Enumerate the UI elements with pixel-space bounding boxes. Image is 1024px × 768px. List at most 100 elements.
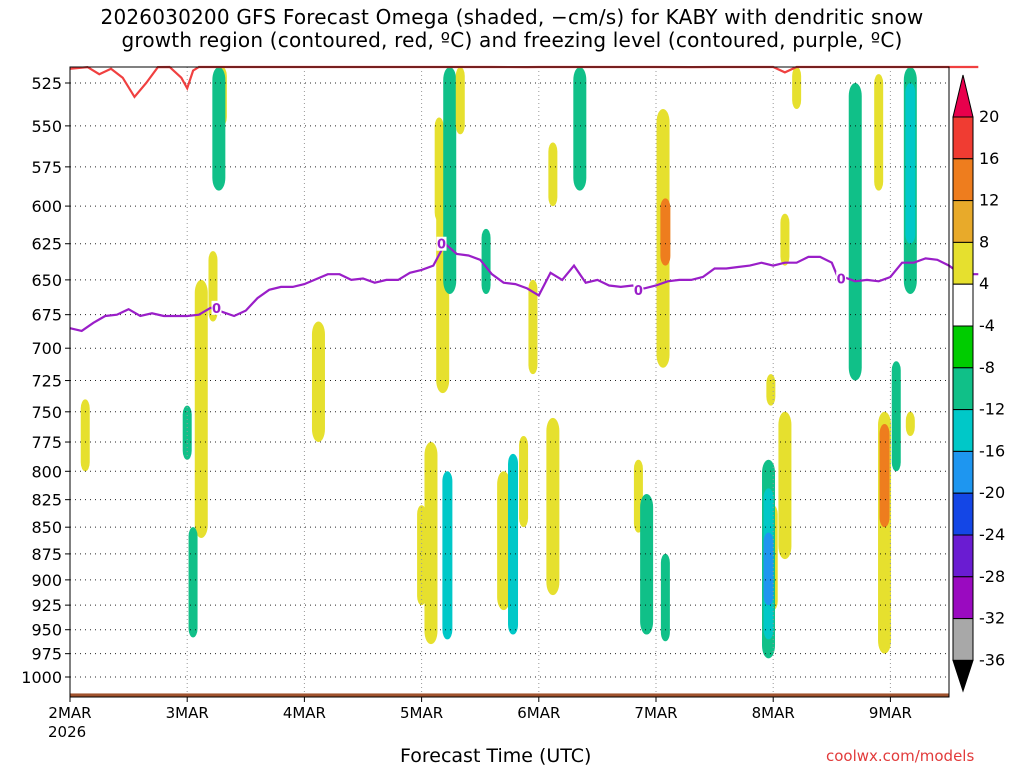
omega-region-29: [766, 374, 776, 406]
x-tick-label-2: 4MAR: [283, 704, 326, 722]
colorbar-label-3: 8: [979, 232, 989, 251]
colorbar-label-7: -12: [979, 400, 1005, 419]
omega-region-7: [311, 321, 325, 443]
source-credit: coolwx.com/models: [826, 747, 975, 765]
colorbar-band-11: [952, 576, 974, 620]
y-tick-label-12: 825: [31, 491, 62, 510]
omega-region-6: [188, 527, 198, 638]
omega-region-9: [424, 442, 438, 645]
colorbar-band-0: [952, 116, 974, 160]
omega-region-30: [778, 411, 792, 560]
colorbar-band-3: [952, 241, 974, 285]
omega-region-34: [780, 213, 790, 266]
y-tick-label-13: 850: [31, 518, 62, 537]
colorbar: 20 16 12 8 4 -4 -8 -12 -16 -20 -24 -28 -32 -36: [952, 74, 1005, 693]
colorbar-label-2: 12: [979, 191, 999, 210]
omega-region-36: [848, 83, 862, 381]
omega-region-10: [434, 117, 444, 222]
colorbar-band-7: [952, 409, 974, 452]
colorbar-band-12: [952, 618, 974, 661]
omega-region-17: [508, 453, 519, 635]
omega-region-4: [212, 67, 226, 191]
y-tick-label-2: 575: [31, 158, 62, 177]
omega-region-5: [182, 405, 192, 460]
freezing-level-label-2: 0: [634, 284, 643, 299]
omega-region-37: [874, 74, 884, 191]
y-tick-label-5: 650: [31, 271, 62, 290]
x-tick-label-6: 8MAR: [752, 704, 795, 722]
freezing-label-bg-2: [633, 282, 644, 297]
freezing-label-bg-3: [836, 271, 847, 286]
omega-region-13: [443, 67, 457, 294]
colorbar-band-8: [952, 450, 974, 494]
omega-region-16: [497, 471, 511, 611]
omega-region-26: [660, 198, 671, 266]
colorbar-label-13: -36: [979, 650, 1005, 669]
grid-lines: [70, 67, 949, 697]
x-tick-label-0: 2MAR: [48, 704, 91, 722]
omega-region-20: [548, 142, 558, 207]
surface-ground: [70, 693, 949, 697]
freezing-label-bg-1: [436, 236, 447, 251]
colorbar-label-11: -28: [979, 567, 1005, 586]
y-tick-label-11: 800: [31, 462, 62, 481]
colorbar-arrow-bottom: [952, 659, 974, 693]
x-axis: 2MAR 3MAR 4MAR 5MAR 6MAR 7MAR 8MAR 9MAR 2026: [48, 697, 912, 741]
freezing-level-label-1: 0: [437, 238, 446, 253]
colorbar-label-12: -32: [979, 609, 1005, 628]
colorbar-band-6: [952, 367, 974, 411]
omega-region-0: [80, 399, 90, 472]
x-tick-label-3: 5MAR: [400, 704, 443, 722]
colorbar-label-10: -24: [979, 525, 1005, 544]
omega-region-21: [573, 67, 587, 191]
freezing-label-bg-0: [211, 300, 222, 315]
y-tick-label-3: 600: [31, 197, 62, 216]
colorbar-band-1: [952, 158, 974, 202]
y-tick-label-17: 950: [31, 621, 62, 640]
omega-region-43: [905, 83, 916, 244]
colorbar-band-2: [952, 200, 974, 243]
chart-title-line-2: growth region (contoured, red, ºC) and f…: [121, 28, 903, 52]
colorbar-arrow-top: [952, 74, 974, 118]
y-tick-label-14: 875: [31, 545, 62, 564]
omega-region-18: [519, 436, 529, 528]
colorbar-band-4: [952, 283, 974, 327]
x-axis-title: Forecast Time (UTC): [400, 745, 592, 767]
freezing-level-label-3: 0: [837, 272, 846, 287]
y-tick-label-7: 700: [31, 339, 62, 358]
y-tick-label-6: 675: [31, 306, 62, 325]
freezing-level-label-0: 0: [212, 302, 221, 317]
colorbar-band-5: [952, 325, 974, 369]
omega-region-35: [792, 67, 802, 109]
colorbar-label-1: 16: [979, 149, 999, 168]
y-axis: 525 550 575 600 625 650 675 700 725 750 775 800 825 8…: [21, 74, 70, 687]
omega-region-14: [455, 67, 465, 135]
y-tick-label-18: 975: [31, 645, 62, 664]
omega-region-39: [879, 424, 890, 528]
x-tick-label-7: 9MAR: [869, 704, 912, 722]
chart-title: 2026030200 GFS Forecast Omega (shaded, −…: [0, 6, 1024, 52]
omega-region-41: [905, 411, 915, 437]
colorbar-label-8: -16: [979, 441, 1005, 460]
omega-region-40: [891, 361, 901, 472]
omega-shading: [80, 67, 917, 659]
y-tick-label-1: 550: [31, 117, 62, 136]
chart-title-line-1: 2026030200 GFS Forecast Omega (shaded, −…: [100, 5, 924, 29]
omega-region-24: [640, 494, 654, 635]
colorbar-label-5: -4: [979, 316, 995, 335]
y-tick-label-15: 900: [31, 571, 62, 590]
colorbar-band-10: [952, 534, 974, 578]
colorbar-label-4: 4: [979, 274, 989, 293]
plot-frame: [69, 66, 950, 698]
colorbar-label-9: -20: [979, 483, 1005, 502]
colorbar-label-6: -8: [979, 358, 995, 377]
omega-region-33: [763, 532, 774, 606]
x-tick-label-5: 7MAR: [634, 704, 677, 722]
omega-region-19: [528, 279, 538, 375]
y-tick-label-19: 1000: [21, 668, 62, 687]
y-tick-label-10: 775: [31, 433, 62, 452]
surface-ground-strip: [70, 693, 949, 697]
colorbar-label-0: 20: [979, 107, 999, 126]
omega-region-12: [442, 471, 453, 640]
omega-region-22: [546, 417, 560, 596]
